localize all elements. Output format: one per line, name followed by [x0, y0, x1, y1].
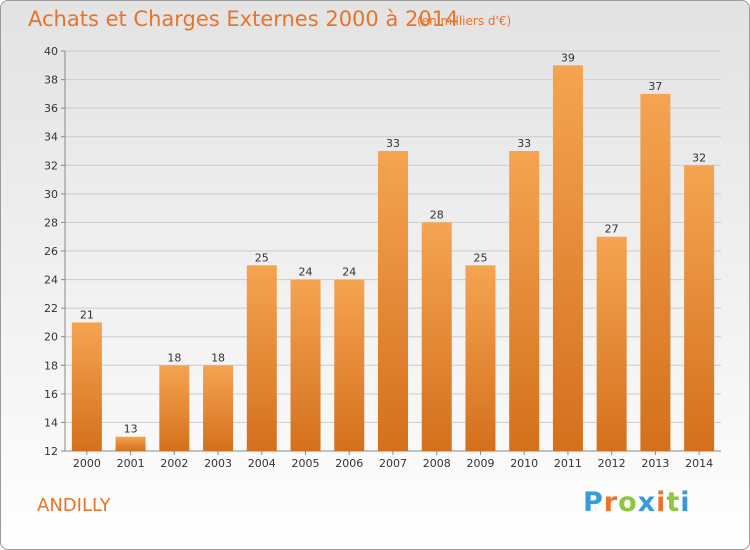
x-tick-label: 2000: [73, 457, 101, 470]
x-tick-label: 2008: [423, 457, 451, 470]
x-tick-label: 2013: [641, 457, 669, 470]
bar-2008: [421, 222, 452, 451]
y-tick-label: 28: [44, 216, 58, 229]
value-label: 37: [648, 80, 662, 93]
proxiti-logo[interactable]: Proxiti: [583, 487, 691, 518]
bar-2003: [203, 365, 234, 451]
y-tick-label: 20: [44, 331, 58, 344]
bar-2010: [509, 151, 540, 451]
bar-2012: [596, 236, 627, 451]
value-label: 21: [80, 308, 94, 321]
y-tick-label: 34: [44, 131, 58, 144]
y-tick-label: 22: [44, 302, 58, 315]
x-tick-label: 2004: [248, 457, 276, 470]
bar-2009: [465, 265, 496, 451]
bar-2001: [115, 436, 146, 451]
y-tick-label: 14: [44, 416, 58, 429]
bar-2005: [290, 279, 321, 451]
bar-2014: [684, 165, 715, 452]
bar-2007: [378, 151, 408, 451]
logo-letter: x: [637, 487, 657, 518]
logo-letter: i: [680, 487, 691, 518]
value-label: 24: [342, 266, 356, 279]
value-label: 27: [605, 223, 619, 236]
logo-letter: i: [656, 487, 667, 518]
value-label: 33: [386, 137, 400, 150]
bar-2002: [159, 365, 190, 451]
x-tick-label: 2011: [554, 457, 582, 470]
chart-title: Achats et Charges Externes 2000 à 2014: [28, 7, 459, 31]
city-name: ANDILLY: [37, 495, 111, 516]
value-label: 33: [517, 137, 531, 150]
value-label: 18: [211, 351, 225, 364]
y-tick-label: 38: [44, 74, 58, 87]
y-tick-label: 36: [44, 102, 58, 115]
x-tick-label: 2010: [510, 457, 538, 470]
y-tick-label: 32: [44, 159, 58, 172]
logo-letter: o: [618, 487, 638, 518]
x-tick-label: 2005: [292, 457, 320, 470]
y-tick-label: 18: [44, 359, 58, 372]
x-tick-label: 2012: [598, 457, 626, 470]
y-tick-label: 24: [44, 274, 58, 287]
bars: [71, 65, 715, 452]
bar-2011: [552, 65, 583, 452]
x-tick-label: 2009: [466, 457, 494, 470]
value-label: 18: [167, 351, 181, 364]
x-tick-label: 2014: [685, 457, 713, 470]
logo-letter: r: [603, 487, 619, 518]
logo-letter: P: [583, 487, 604, 518]
bar-2006: [334, 279, 365, 451]
value-label: 25: [255, 251, 269, 264]
value-label: 13: [124, 423, 138, 436]
x-tick-label: 2002: [160, 457, 188, 470]
y-tick-label: 16: [44, 388, 58, 401]
bar-2000: [71, 322, 102, 451]
value-label: 28: [430, 208, 444, 221]
chart-subtitle: (en milliers d'€): [417, 14, 512, 28]
x-tick-label: 2006: [335, 457, 363, 470]
bar-2013: [640, 93, 671, 451]
value-label: 39: [561, 51, 575, 64]
bar-2004: [246, 265, 277, 451]
x-tick-label: 2003: [204, 457, 232, 470]
logo-letter: t: [666, 487, 681, 518]
x-tick-label: 2007: [379, 457, 407, 470]
value-label: 25: [473, 251, 487, 264]
y-tick-label: 40: [44, 45, 58, 58]
labels: 12 14 16 18 20 22 24 26 28 30 32 34 36 38 40 2000 21 2001…: [44, 45, 713, 470]
y-tick-label: 26: [44, 245, 58, 258]
x-tick-label: 2001: [117, 457, 145, 470]
value-label: 32: [692, 151, 706, 164]
y-tick-label: 12: [44, 445, 58, 458]
value-label: 24: [299, 266, 313, 279]
y-tick-label: 30: [44, 188, 58, 201]
